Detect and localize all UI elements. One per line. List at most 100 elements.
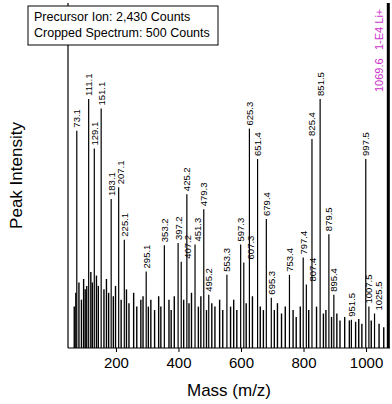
noise-peak [128, 303, 129, 348]
noise-peak [230, 307, 231, 348]
noise-peak [83, 279, 84, 348]
x-tick [241, 348, 242, 352]
peak-label: 895.4 [328, 268, 339, 292]
noise-peak [233, 300, 234, 348]
peak-label: 807.4 [307, 258, 318, 282]
peak-label: 207.1 [115, 160, 126, 184]
peak-label: 495.2 [203, 268, 214, 292]
peak [124, 240, 125, 348]
peak [111, 199, 112, 348]
x-tick [116, 348, 117, 352]
noise-peak [300, 307, 301, 348]
peak [226, 275, 227, 348]
peak [181, 262, 182, 348]
noise-peak [383, 327, 384, 348]
peak-label: 651.4 [252, 132, 263, 156]
noise-peak [92, 282, 93, 348]
peak [94, 149, 95, 348]
marks [74, 3, 388, 348]
noise-peak [106, 279, 107, 348]
precursor-label: 1-E4 Li+ [373, 9, 385, 50]
peak-label: 295.1 [141, 245, 152, 269]
noise-peak [222, 310, 223, 348]
noise-peak [98, 286, 99, 348]
chart: 73.1111.1129.1151.1183.1207.1225.1295.13… [0, 0, 392, 404]
peak [243, 262, 244, 348]
noise-peak [260, 307, 261, 348]
peak [164, 245, 165, 348]
noise-peak [160, 307, 161, 348]
noise-peak [344, 317, 345, 348]
noise-peak [292, 310, 293, 348]
noise-peak [378, 324, 379, 348]
noise-peak [154, 310, 155, 348]
peak [257, 159, 258, 348]
peak [146, 271, 147, 348]
peak [178, 243, 179, 348]
noise-peak [90, 272, 91, 348]
noise-peak [219, 300, 220, 348]
noise-peak [103, 289, 104, 348]
noise-peak [113, 296, 114, 348]
peak [333, 295, 334, 348]
noise-peak [339, 320, 340, 348]
noise-peak [206, 310, 207, 348]
peak-label: 997.5 [360, 132, 371, 156]
noise-peak [78, 282, 79, 348]
peak-label: 879.5 [323, 207, 334, 231]
x-tick-label: 200 [104, 354, 129, 371]
x-tick-label: 400 [166, 354, 191, 371]
noise-peak [245, 303, 246, 348]
noise-peak [74, 307, 75, 348]
noise-peak [86, 286, 87, 348]
peak [76, 131, 77, 348]
noise-peak [126, 289, 127, 348]
peak-label: 695.3 [266, 271, 277, 295]
peak [306, 285, 307, 348]
noise-peak [274, 310, 275, 348]
noise-peak [108, 293, 109, 348]
noise-peak [136, 307, 137, 348]
noise-peak [236, 310, 237, 348]
noise-peak [211, 303, 212, 348]
noise-peak [188, 303, 189, 348]
noise-peak [142, 296, 143, 348]
peak [365, 159, 366, 348]
peak [303, 258, 304, 348]
noise-peak [263, 310, 264, 348]
peak-label: 225.1 [119, 213, 130, 237]
noise-peak [191, 293, 192, 348]
annotation: Precursor Ion: 2,430 Counts [34, 10, 190, 24]
peak [118, 187, 119, 348]
noise-peak [336, 314, 337, 349]
peak [368, 307, 369, 348]
peak [289, 275, 290, 348]
noise-peak [252, 296, 253, 348]
peak-label: 851.5 [315, 72, 326, 96]
noise-peak [120, 300, 121, 348]
noise-peak [84, 289, 85, 348]
y-axis-label: Peak Intensity [7, 122, 26, 229]
peak [194, 245, 195, 349]
precursor-mass: 1069.6 [373, 58, 385, 92]
x-tick [366, 348, 367, 352]
noise-peak [133, 293, 134, 348]
noise-peak [296, 317, 297, 348]
peak-label: 753.4 [284, 248, 295, 272]
peak-label: 129.1 [89, 122, 100, 146]
noise-peak [148, 307, 149, 348]
peak-label: 151.1 [96, 82, 107, 106]
noise-peak [198, 307, 199, 348]
noise-peak [349, 320, 350, 348]
x-axis-label: Mass (m/z) [187, 381, 271, 400]
peak [208, 295, 209, 348]
noise-peak [371, 320, 372, 348]
peak-label: 825.4 [306, 112, 317, 136]
peak [240, 245, 241, 349]
noise-peak [158, 296, 159, 348]
peak [101, 109, 102, 348]
peak-label: 73.1 [71, 109, 82, 128]
noise-peak [277, 303, 278, 348]
noise-peak [331, 317, 332, 348]
peak [186, 194, 187, 348]
